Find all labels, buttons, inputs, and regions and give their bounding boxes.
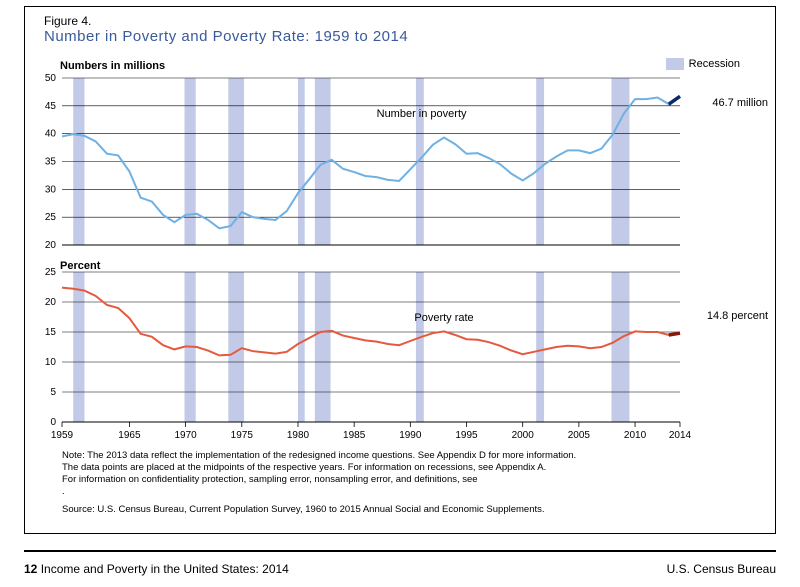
svg-text:0: 0 [50, 417, 56, 428]
svg-text:Poverty rate: Poverty rate [414, 312, 473, 324]
svg-text:30: 30 [45, 184, 57, 195]
svg-text:25: 25 [45, 212, 57, 223]
svg-text:1990: 1990 [399, 430, 422, 441]
source-text: Source: U.S. Census Bureau, Current Popu… [62, 504, 722, 516]
svg-text:2005: 2005 [568, 430, 591, 441]
svg-text:1995: 1995 [455, 430, 478, 441]
note-text: Note: The 2013 data reflect the implemen… [62, 450, 722, 498]
svg-text:1980: 1980 [287, 430, 310, 441]
svg-text:20: 20 [45, 240, 57, 251]
chart-note: Note: The 2013 data reflect the implemen… [62, 450, 722, 521]
svg-text:2010: 2010 [624, 430, 647, 441]
svg-text:20: 20 [45, 297, 57, 308]
svg-text:Number in poverty: Number in poverty [377, 108, 467, 120]
svg-text:2000: 2000 [512, 430, 535, 441]
footer-rule [24, 550, 776, 552]
svg-text:1965: 1965 [118, 430, 141, 441]
footer-left: 12 Income and Poverty in the United Stat… [24, 562, 289, 576]
svg-text:40: 40 [45, 129, 57, 140]
svg-text:1985: 1985 [343, 430, 366, 441]
svg-text:50: 50 [45, 73, 57, 84]
svg-text:1975: 1975 [231, 430, 254, 441]
svg-text:10: 10 [45, 357, 57, 368]
svg-text:5: 5 [50, 387, 56, 398]
svg-text:1970: 1970 [174, 430, 197, 441]
svg-text:15: 15 [45, 327, 57, 338]
page-number: 12 [24, 562, 37, 576]
svg-text:2014: 2014 [669, 430, 692, 441]
svg-text:1959: 1959 [51, 430, 74, 441]
footer-agency: U.S. Census Bureau [667, 562, 776, 576]
svg-text:25: 25 [45, 267, 57, 278]
doc-title: Income and Poverty in the United States:… [37, 562, 288, 576]
svg-text:35: 35 [45, 157, 57, 168]
svg-text:45: 45 [45, 101, 57, 112]
